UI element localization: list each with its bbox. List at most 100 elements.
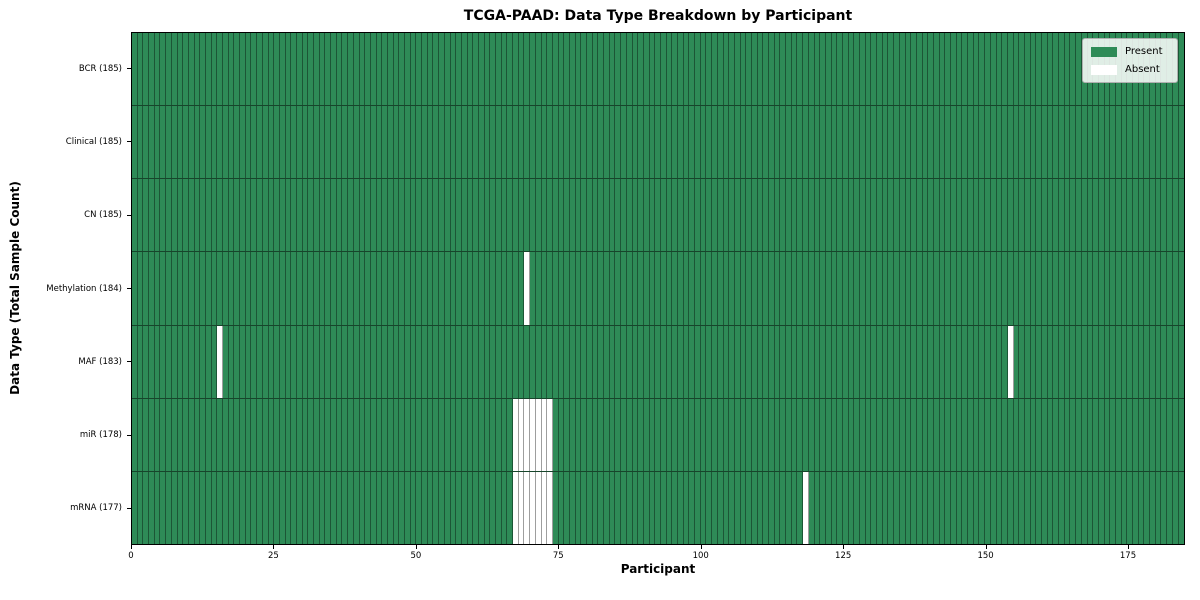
cell-present — [530, 179, 536, 252]
cell-present — [262, 252, 269, 325]
cell-present — [751, 325, 758, 398]
cell-present — [564, 252, 570, 325]
cell-present — [939, 471, 946, 544]
cell-present — [211, 33, 218, 106]
cell-present — [757, 252, 764, 325]
cell-present — [1007, 106, 1014, 179]
cell-present — [302, 325, 309, 398]
cell-present — [154, 179, 161, 252]
cell-present — [211, 252, 218, 325]
cell-present — [769, 33, 775, 106]
cell-present — [410, 398, 417, 471]
cell-present — [405, 398, 411, 471]
cell-present — [439, 252, 445, 325]
cell-present — [336, 33, 343, 106]
cell-present — [649, 325, 656, 398]
cell-present — [524, 33, 531, 106]
cell-present — [1081, 398, 1088, 471]
cell-present — [598, 179, 605, 252]
cell-present — [717, 179, 724, 252]
cell-present — [160, 398, 167, 471]
cell-present — [1172, 106, 1179, 179]
cell-present — [916, 106, 923, 179]
cell-present — [1064, 33, 1071, 106]
cell-present — [615, 398, 622, 471]
cell-present — [569, 398, 576, 471]
cell-present — [240, 33, 246, 106]
cell-present — [387, 325, 394, 398]
cell-present — [194, 179, 201, 252]
cell-present — [365, 179, 371, 252]
cell-present — [268, 471, 275, 544]
y-tick-mark — [127, 68, 131, 70]
cell-present — [803, 179, 809, 252]
cell-present — [700, 179, 707, 252]
cell-present — [240, 398, 246, 471]
cell-present — [183, 252, 189, 325]
cell-present — [706, 106, 713, 179]
cell-present — [387, 252, 394, 325]
cell-present — [319, 179, 326, 252]
cell-present — [279, 33, 286, 106]
cell-present — [183, 471, 189, 544]
cell-present — [325, 33, 332, 106]
legend-label: Absent — [1125, 64, 1160, 75]
cell-present — [1042, 398, 1048, 471]
cell-present — [911, 471, 917, 544]
cell-present — [359, 471, 366, 544]
cell-present — [160, 325, 167, 398]
cell-present — [939, 106, 946, 179]
cell-present — [928, 398, 934, 471]
cell-present — [734, 179, 741, 252]
cell-present — [353, 179, 360, 252]
cell-present — [171, 33, 178, 106]
cell-present — [672, 252, 678, 325]
cell-present — [678, 106, 684, 179]
cell-present — [729, 33, 735, 106]
cell-present — [945, 252, 951, 325]
cell-present — [1110, 471, 1116, 544]
cell-present — [149, 398, 155, 471]
cell-present — [860, 398, 866, 471]
cell-present — [234, 325, 241, 398]
cell-present — [564, 325, 570, 398]
y-tick-mark — [127, 141, 131, 143]
cell-present — [1115, 179, 1122, 252]
cell-present — [1161, 471, 1168, 544]
cell-present — [587, 33, 593, 106]
cell-present — [439, 325, 445, 398]
x-tick-label: 50 — [410, 551, 422, 561]
cell-present — [922, 252, 929, 325]
cell-present — [382, 471, 388, 544]
cell-present — [604, 106, 610, 179]
cell-present — [439, 471, 445, 544]
cell-present — [433, 106, 440, 179]
cell-present — [865, 252, 872, 325]
cell-present — [933, 106, 940, 179]
cell-present — [638, 398, 644, 471]
cell-present — [615, 325, 622, 398]
cell-present — [672, 398, 678, 471]
cell-present — [314, 179, 320, 252]
cell-present — [933, 325, 940, 398]
cell-present — [956, 106, 963, 179]
cell-present — [291, 471, 297, 544]
cell-present — [1161, 179, 1168, 252]
cell-present — [814, 33, 821, 106]
cell-present — [183, 33, 189, 106]
cell-present — [1093, 179, 1099, 252]
cell-present — [143, 252, 150, 325]
cell-present — [638, 106, 644, 179]
cell-present — [171, 252, 178, 325]
cell-present — [1024, 471, 1031, 544]
cell-present — [279, 398, 286, 471]
cell-present — [1127, 106, 1133, 179]
cell-present — [740, 252, 747, 325]
cell-present — [575, 471, 582, 544]
cell-present — [757, 33, 764, 106]
cell-present — [905, 325, 912, 398]
cell-present — [746, 398, 752, 471]
cell-present — [359, 33, 366, 106]
cell-present — [951, 33, 957, 106]
cell-present — [592, 33, 599, 106]
